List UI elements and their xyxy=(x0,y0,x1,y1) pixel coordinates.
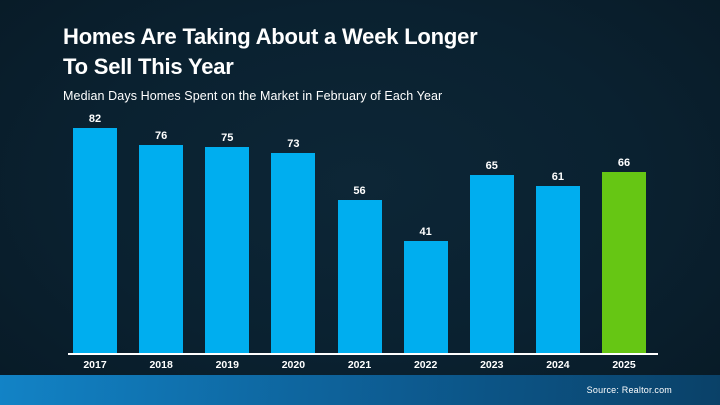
bar-value-label: 75 xyxy=(221,132,234,144)
x-axis-label: 2021 xyxy=(347,359,372,371)
bar-group: 56 xyxy=(337,185,382,353)
bar-value-label: 56 xyxy=(353,185,366,197)
bar xyxy=(602,172,646,353)
bar-value-label: 65 xyxy=(485,160,498,172)
x-axis-label: 2018 xyxy=(149,359,173,371)
x-axis-label: 2025 xyxy=(612,359,636,371)
bar-group: 65 xyxy=(469,160,514,353)
x-axis-label: 2019 xyxy=(215,359,239,371)
x-axis-label: 2022 xyxy=(413,359,438,371)
bar-group: 41 xyxy=(403,226,448,353)
footer-band: Source: Realtor.com xyxy=(0,375,720,405)
bar xyxy=(73,128,117,353)
bar-value-label: 73 xyxy=(287,138,300,150)
bar xyxy=(337,200,382,353)
years-row: 2017 2018 2019 2020 2021 2022 2023 2024 2025 xyxy=(68,355,658,371)
x-axis-label: 2020 xyxy=(281,359,306,371)
source-attribution: Source: Realtor.com xyxy=(586,385,672,395)
bar xyxy=(403,241,448,353)
bar-group: 66 xyxy=(602,157,646,353)
bar xyxy=(535,186,580,353)
bar-value-label: 61 xyxy=(551,171,564,183)
bar-chart: 82 76 75 73 56 41 65 61 66 2017 2018 2019 2020 2021 2… xyxy=(68,110,658,371)
bar-group: 75 xyxy=(205,132,250,353)
bar-value-label: 82 xyxy=(88,113,102,125)
bar-group: 76 xyxy=(139,130,184,353)
bar xyxy=(271,153,316,353)
bars-row: 82 76 75 73 56 41 65 61 66 xyxy=(68,110,658,355)
bar-group: 82 xyxy=(73,113,117,353)
x-axis-label: 2017 xyxy=(83,359,107,371)
page-title-line-1: Homes Are Taking About a Week Longer xyxy=(63,24,478,49)
bar xyxy=(205,147,250,353)
bar-value-label: 76 xyxy=(155,130,168,142)
page-title-line-2: To Sell This Year xyxy=(63,54,234,79)
x-axis-label: 2024 xyxy=(546,359,570,371)
bar-value-label: 66 xyxy=(617,157,631,169)
bar-value-label: 41 xyxy=(419,226,432,238)
bar-group: 73 xyxy=(271,138,316,353)
bar xyxy=(469,175,514,353)
chart-subtitle: Median Days Homes Spent on the Market in… xyxy=(63,89,443,103)
bar-group: 61 xyxy=(535,171,580,353)
x-axis-label: 2023 xyxy=(480,359,504,371)
header: Homes Are Taking About a Week Longer To … xyxy=(63,22,478,103)
bar xyxy=(139,145,184,353)
